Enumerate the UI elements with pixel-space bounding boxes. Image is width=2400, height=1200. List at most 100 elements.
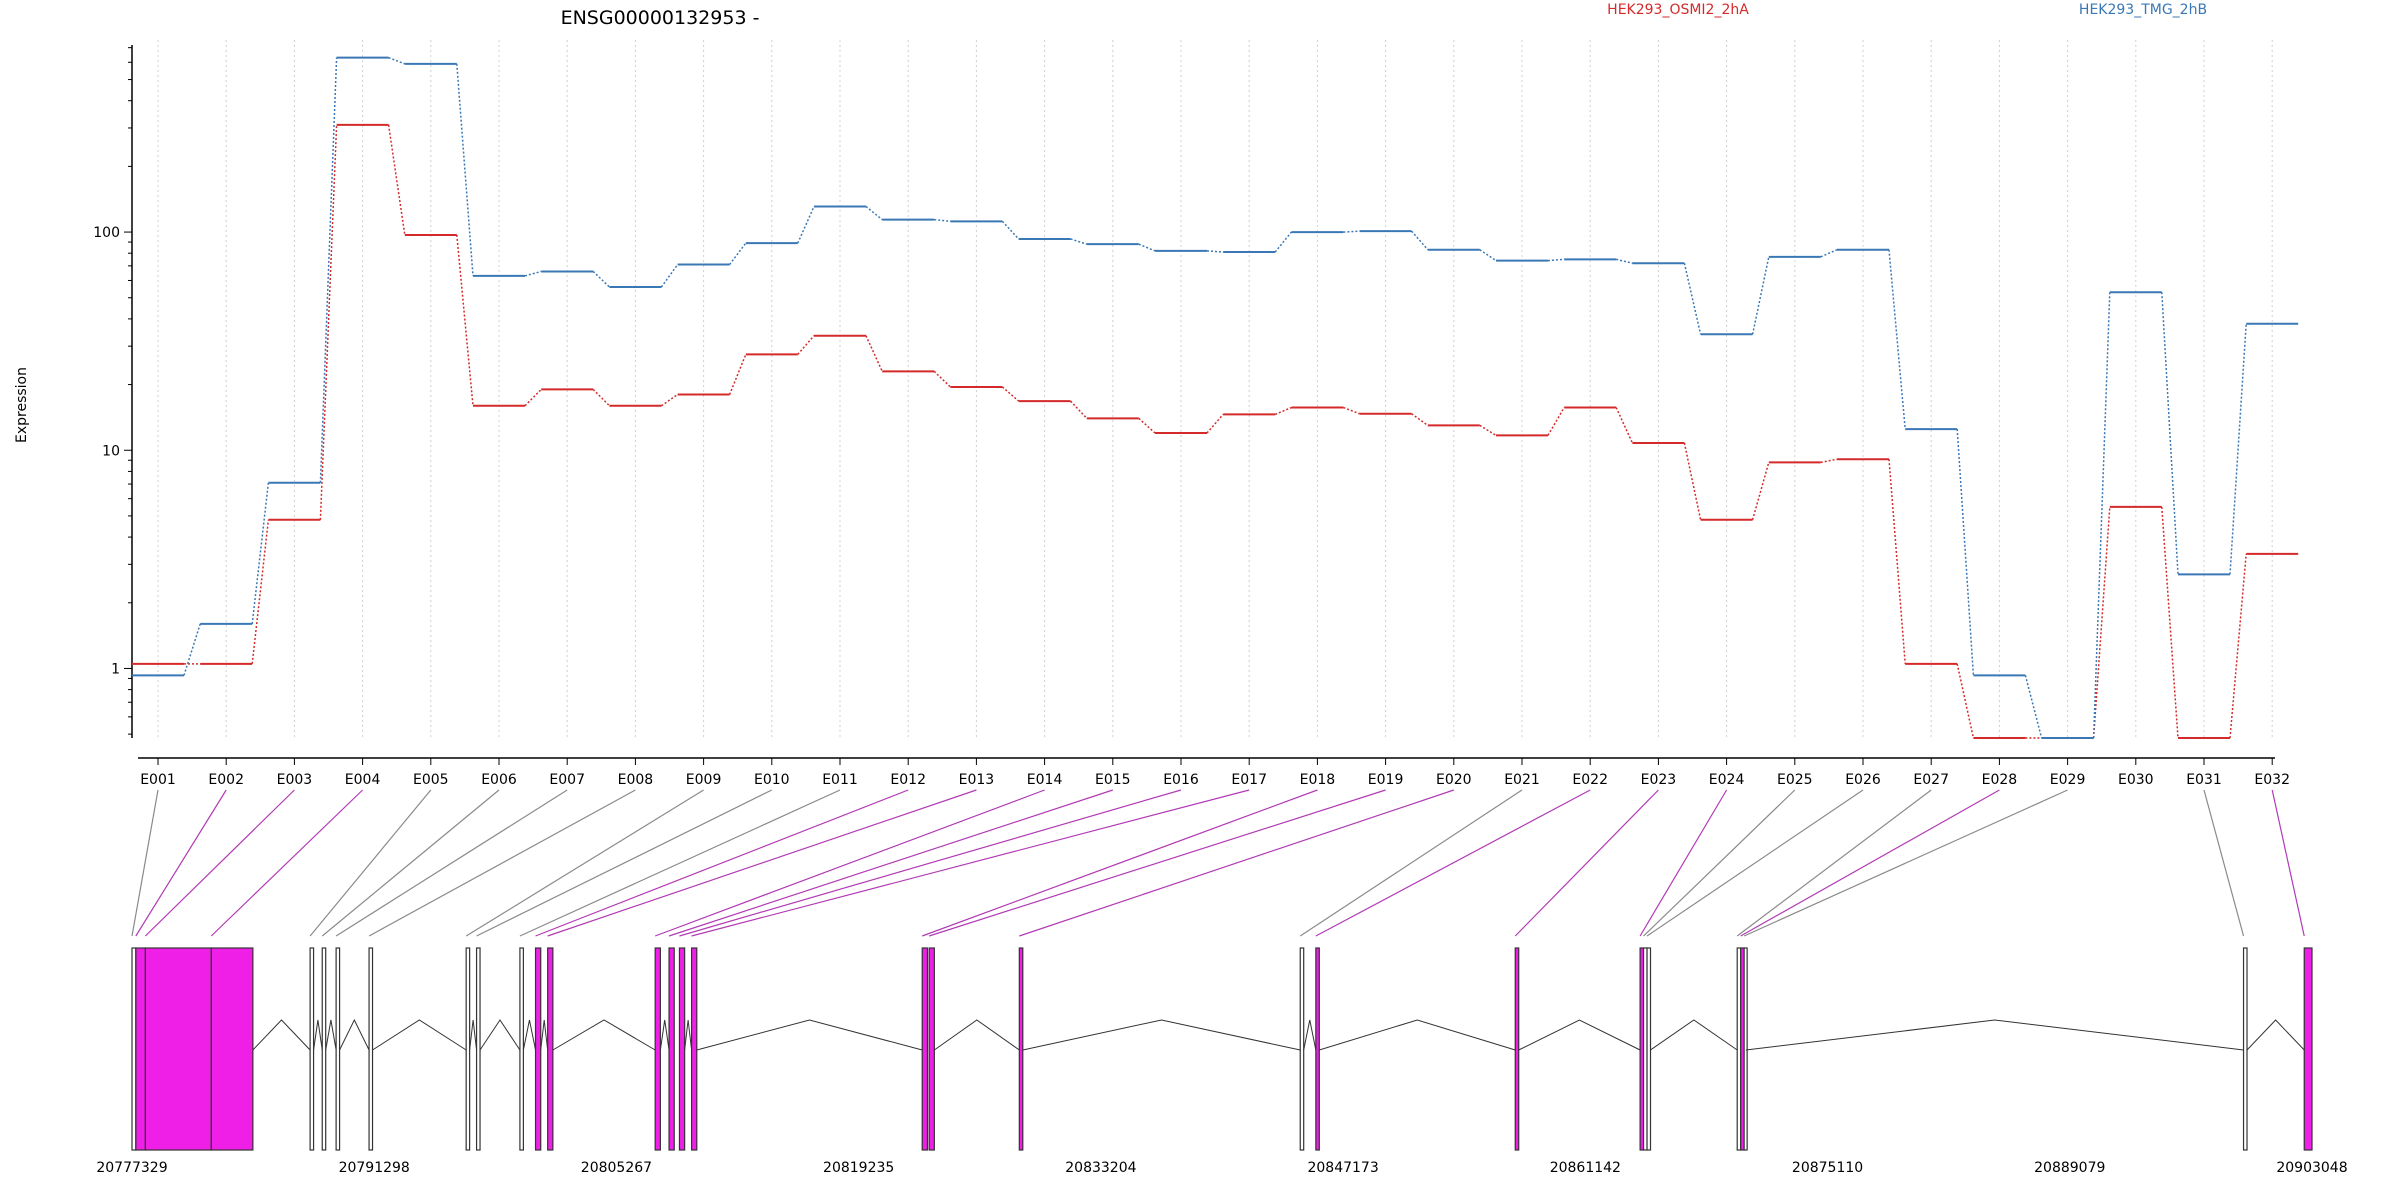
- exon-connector: [476, 789, 773, 937]
- data-connector: [1956, 429, 1975, 676]
- x-tick-label: E008: [618, 772, 654, 788]
- data-connector: [1479, 249, 1497, 262]
- exon-connector: [131, 789, 159, 937]
- x-tick-label: E022: [1572, 772, 1608, 788]
- intron: [2246, 1019, 2305, 1051]
- data-connector: [1343, 406, 1360, 415]
- x-tick-label: E026: [1845, 772, 1881, 788]
- exon-connector-lines: [131, 789, 2305, 937]
- coordinate-label: 20861142: [1550, 1160, 1621, 1176]
- x-tick-label: E013: [959, 772, 995, 788]
- data-connector: [1206, 250, 1224, 253]
- data-connector: [797, 335, 815, 355]
- exon-connector: [465, 789, 704, 937]
- data-connector: [660, 264, 679, 288]
- data-connector: [1751, 256, 1770, 335]
- exon-box-E015: [668, 947, 675, 1151]
- exon-connector: [1740, 789, 2000, 937]
- vertical-gridlines: [157, 40, 2273, 738]
- exon-box-E010: [475, 947, 481, 1151]
- data-connector: [1751, 462, 1770, 521]
- x-tick-label: E011: [822, 772, 858, 788]
- intron: [469, 1019, 478, 1051]
- data-connector: [1070, 238, 1088, 245]
- data-connector: [1274, 231, 1292, 253]
- x-tick-label: E002: [208, 772, 244, 788]
- exon-box-E009: [465, 947, 471, 1151]
- coordinate-label: 20903048: [2276, 1160, 2347, 1176]
- data-connector: [1479, 424, 1497, 437]
- data-connector: [524, 270, 542, 277]
- exon-connector: [210, 789, 364, 937]
- exon-box-E020: [1018, 947, 1024, 1151]
- exon-box-E029: [1743, 947, 1748, 1151]
- data-connector: [456, 234, 474, 406]
- intron: [479, 1019, 521, 1051]
- coordinate-label: 20833204: [1065, 1160, 1136, 1176]
- coordinate-label: 20805267: [581, 1160, 652, 1176]
- data-connector: [2161, 506, 2179, 739]
- data-connector: [934, 218, 951, 223]
- exon-connector: [2271, 789, 2305, 937]
- x-tick-label: E030: [2118, 772, 2154, 788]
- exon-connector: [1514, 789, 1659, 937]
- exon-connector: [309, 789, 432, 937]
- data-connector: [251, 519, 270, 664]
- data-connector: [2229, 553, 2247, 739]
- data-connector: [660, 393, 679, 407]
- exon-connector: [321, 789, 500, 937]
- data-connector: [1683, 442, 1702, 520]
- data-connector: [1411, 413, 1429, 427]
- exon-connector: [535, 789, 909, 937]
- x-tick-label: E017: [1231, 772, 1267, 788]
- intron: [372, 1019, 467, 1051]
- exon-connector: [1315, 789, 1591, 937]
- coordinate-label: 20875110: [1792, 1160, 1863, 1176]
- exon-box-E013: [547, 947, 554, 1151]
- exon-box-E007: [335, 947, 341, 1151]
- x-tick-label: E023: [1641, 772, 1677, 788]
- legend-entry-sample-a: HEK293_OSMI2_2hA: [1607, 2, 1749, 18]
- data-connector: [2092, 292, 2111, 739]
- exon-box-E019: [928, 947, 935, 1151]
- exon-connector: [1743, 789, 2068, 937]
- exon-box-E002: [135, 947, 146, 1151]
- exon-connector: [668, 789, 1113, 937]
- data-connector: [592, 270, 610, 288]
- data-connector: [2229, 323, 2247, 575]
- data-connector: [592, 388, 610, 407]
- data-connector: [1888, 459, 1906, 664]
- exon-box-E031: [2242, 947, 2248, 1151]
- exon-connector: [928, 789, 1386, 937]
- exon-connector: [144, 789, 295, 937]
- page-title: ENSG00000132953 -: [561, 7, 760, 29]
- data-connector: [729, 242, 747, 265]
- exon-connector: [1643, 789, 1796, 937]
- axes: 1 10 100 E001 E002 E003 E004 E005 E006 E007 E008 E0…: [93, 45, 2290, 788]
- data-connector: [1001, 386, 1020, 402]
- exon-connector: [335, 789, 568, 937]
- x-tick-label: E001: [140, 772, 176, 788]
- data-connector: [797, 206, 815, 244]
- y-axis-label: Expression: [14, 367, 30, 443]
- exon-box-E011: [519, 947, 524, 1151]
- y-tick-label: 10: [102, 443, 120, 459]
- exon-connector: [547, 789, 977, 937]
- x-tick-label: E007: [549, 772, 585, 788]
- intron: [540, 1019, 549, 1051]
- data-connector: [1547, 258, 1565, 262]
- exon-box-E026: [1646, 947, 1652, 1151]
- exon-box-E032: [2303, 947, 2313, 1151]
- intron: [1518, 1019, 1641, 1051]
- legend-entry-sample-b: HEK293_TMG_2hB: [2079, 2, 2207, 18]
- exon-box-E017: [690, 947, 698, 1151]
- exon-connector: [1299, 789, 1523, 937]
- intron: [339, 1018, 370, 1051]
- x-tick-label: E032: [2254, 772, 2290, 788]
- intron: [684, 1019, 693, 1051]
- series-HEK293_TMG_2hB: [132, 56, 2299, 739]
- x-tick-label: E015: [1095, 772, 1131, 788]
- intron: [552, 1019, 656, 1051]
- intron: [1303, 1019, 1317, 1051]
